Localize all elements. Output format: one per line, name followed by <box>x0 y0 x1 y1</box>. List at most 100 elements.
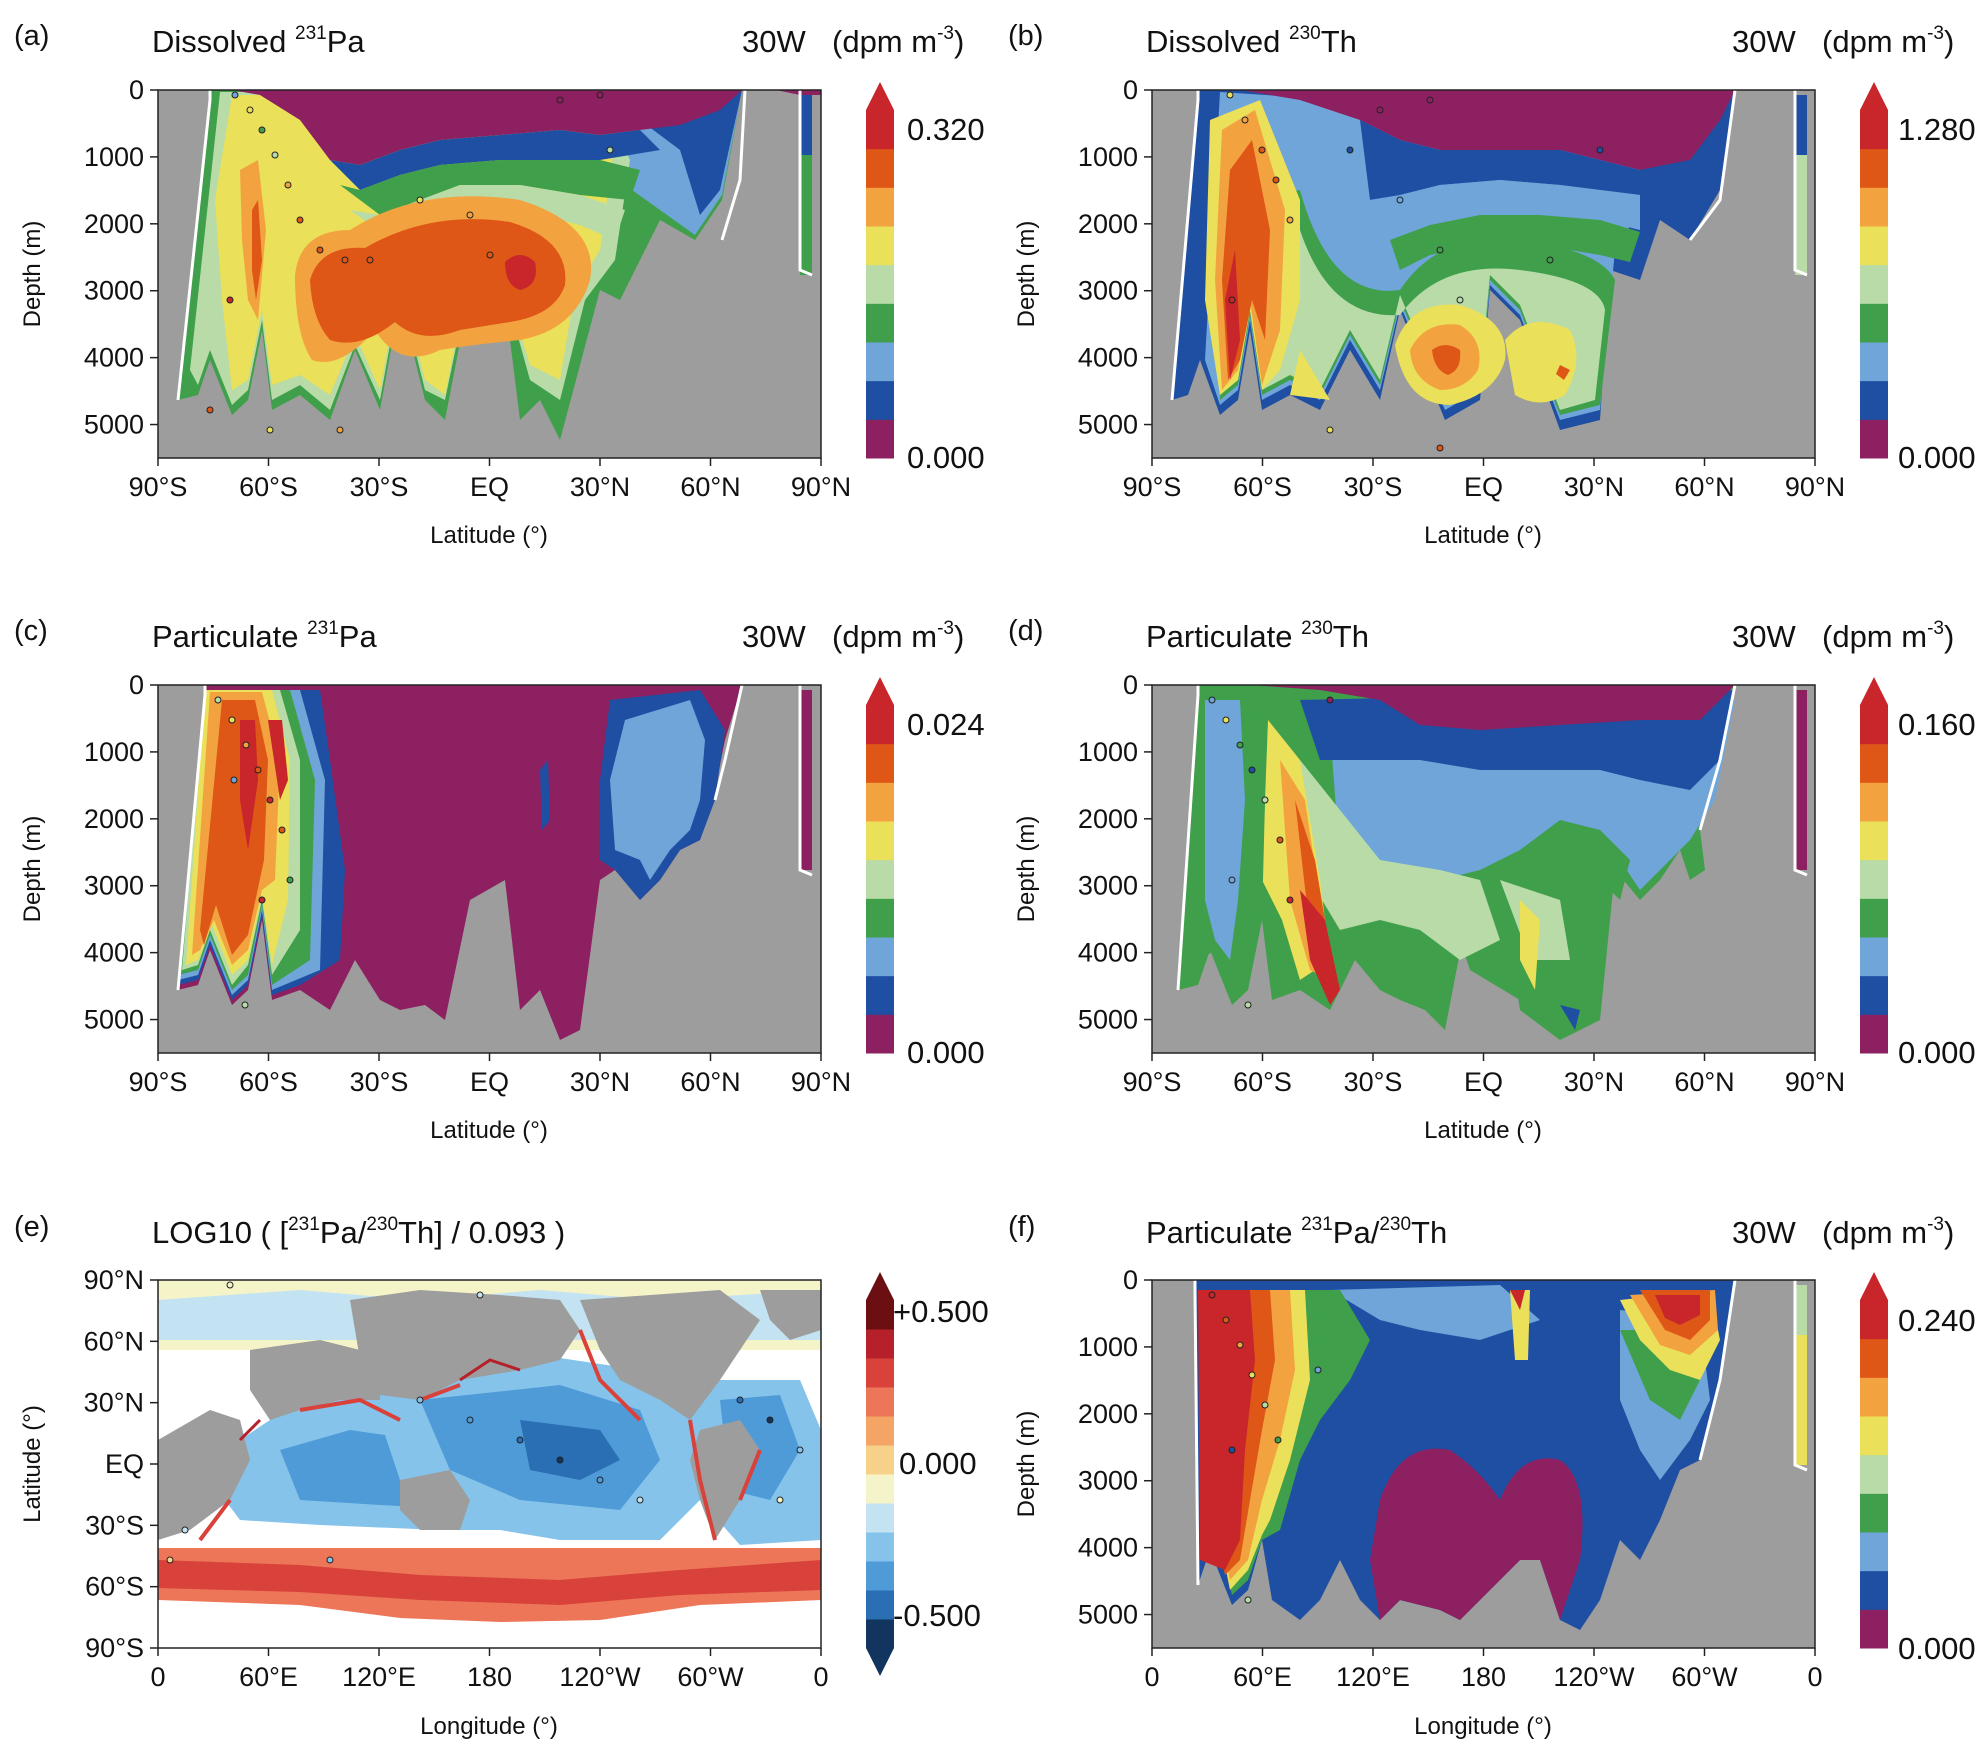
colorbar-extend-max <box>1860 677 1888 705</box>
section-plot <box>158 90 821 458</box>
section-plot <box>158 685 821 1053</box>
colorbar-segment <box>866 342 894 382</box>
y-axis-title: Depth (m) <box>1013 1411 1040 1518</box>
x-tick-label: 30°N <box>1564 472 1624 502</box>
x-axis-title: Latitude (°) <box>430 522 548 549</box>
colorbar-segment <box>866 226 894 266</box>
x-tick-label: 60°W <box>1671 1662 1738 1692</box>
colorbar-segment <box>1860 1416 1888 1456</box>
colorbar-segment <box>1860 1570 1888 1610</box>
colorbar-min-label: 0.000 <box>907 440 985 475</box>
x-tick-label: 90°N <box>791 1067 851 1097</box>
colorbar-segment <box>866 419 894 459</box>
x-tick-label: 0 <box>1807 1662 1822 1692</box>
y-axis-title: Depth (m) <box>19 221 46 328</box>
y-tick-label: 0 <box>1123 75 1138 105</box>
colorbar-segment <box>1860 226 1888 266</box>
unit-label: (dpm m-3) <box>832 23 964 59</box>
colorbar-segment <box>1860 1377 1888 1417</box>
colorbar-min-label: 0.000 <box>1898 1035 1976 1070</box>
colorbar-segment <box>1860 743 1888 783</box>
colorbar-segment <box>1860 898 1888 938</box>
x-axis: Longitude (°) 0 60°E 120°E 180 120°W 60°W 0 <box>1144 1648 1823 1740</box>
colorbar-segment <box>866 303 894 343</box>
panel-label: (c) <box>14 615 48 647</box>
unit-label: (dpm m-3) <box>1822 23 1954 59</box>
panel-title: Particulate 230Th <box>1146 618 1369 654</box>
colorbar-min-label: 0.000 <box>1898 1631 1976 1666</box>
colorbar-segment <box>866 821 894 861</box>
x-tick-label: 90°S <box>129 472 188 502</box>
y-axis-title: Depth (m) <box>19 816 46 923</box>
unit-label: (dpm m-3) <box>832 618 964 654</box>
panel-title: Dissolved 230Th <box>1146 23 1357 59</box>
y-tick-label: 1000 <box>84 737 144 767</box>
y-tick-label: 0 <box>129 670 144 700</box>
section-label: 30W <box>1732 1215 1796 1250</box>
colorbar-segment <box>866 1300 894 1330</box>
observation-points <box>214 696 294 1009</box>
section-label: 30W <box>742 619 806 654</box>
y-axis-title: Depth (m) <box>1013 816 1040 923</box>
y-tick-label: 2000 <box>1078 1399 1138 1429</box>
y-tick-label: 5000 <box>1078 410 1138 440</box>
colorbar-segment <box>866 187 894 227</box>
x-tick-label: 60°S <box>239 472 298 502</box>
colorbar-segment <box>866 1416 894 1446</box>
colorbar-segment <box>866 1474 894 1504</box>
observation-points <box>1226 91 1604 452</box>
y-tick-label: 3000 <box>84 871 144 901</box>
x-tick-label: 60°N <box>680 472 740 502</box>
colorbar-segment <box>1860 303 1888 343</box>
x-tick-label: 30°S <box>350 1067 409 1097</box>
x-axis: Latitude (°) 90°S 60°S 30°S EQ 30°N 60°N 90°N <box>1123 1053 1845 1144</box>
colorbar-segment <box>866 1014 894 1054</box>
colorbar-segment <box>1860 705 1888 745</box>
y-tick-label: 4000 <box>84 938 144 968</box>
colorbar-segment <box>866 110 894 150</box>
y-tick-label: 2000 <box>1078 209 1138 239</box>
unit-label: (dpm m-3) <box>1822 618 1954 654</box>
colorbar-segment <box>866 705 894 745</box>
unit-label: (dpm m-3) <box>1822 1214 1954 1250</box>
x-tick-label: 60°N <box>1674 472 1734 502</box>
y-axis: Depth (m) 0 1000 2000 3000 4000 5000 <box>19 75 158 440</box>
x-tick-label: 60°S <box>1233 1067 1292 1097</box>
y-tick-label: 60°S <box>85 1572 144 1602</box>
observation-points <box>1208 696 1334 1009</box>
colorbar: 0.160 0.000 <box>1860 677 1976 1070</box>
x-tick-label: 90°S <box>129 1067 188 1097</box>
colorbar-mid-label: 0.000 <box>899 1446 977 1481</box>
colorbar-extend-max <box>866 677 894 705</box>
colorbar-segment <box>866 859 894 899</box>
y-tick-label: 4000 <box>1078 938 1138 968</box>
panel-c: (c) Particulate 231Pa 30W (dpm m-3) <box>14 615 985 1144</box>
x-tick-label: 0 <box>150 1662 165 1692</box>
section-plot <box>1152 90 1815 458</box>
y-tick-label: 1000 <box>1078 737 1138 767</box>
x-tick-label: 120°W <box>559 1662 641 1692</box>
colorbar-max-label: 1.280 <box>1898 112 1976 147</box>
y-axis: Latitude (°) 90°N 60°N 30°N EQ 30°S 60°S 90°S <box>19 1265 158 1663</box>
colorbar-min-label: -0.500 <box>893 1598 981 1633</box>
colorbar: 1.280 0.000 <box>1860 82 1976 475</box>
y-tick-label: 5000 <box>84 1005 144 1035</box>
y-tick-label: 0 <box>129 75 144 105</box>
observation-points <box>206 91 614 434</box>
section-label: 30W <box>742 24 806 59</box>
x-tick-label: 30°N <box>1564 1067 1624 1097</box>
x-axis-title: Latitude (°) <box>1424 1117 1542 1144</box>
colorbar-segment <box>866 1590 894 1620</box>
x-tick-label: 60°W <box>677 1662 744 1692</box>
colorbar-segment <box>1860 1609 1888 1649</box>
panel-label: (b) <box>1008 20 1043 52</box>
x-axis: Latitude (°) 90°S 60°S 30°S EQ 30°N 60°N 90°N <box>1123 458 1845 549</box>
x-tick-label: 90°N <box>791 472 851 502</box>
colorbar-segment <box>1860 859 1888 899</box>
y-axis: Depth (m) 0 1000 2000 3000 4000 5000 <box>1013 1265 1152 1630</box>
colorbar-max-label: 0.024 <box>907 707 985 742</box>
x-tick-label: 30°N <box>570 1067 630 1097</box>
colorbar-segment <box>866 937 894 977</box>
y-tick-label: 5000 <box>1078 1600 1138 1630</box>
